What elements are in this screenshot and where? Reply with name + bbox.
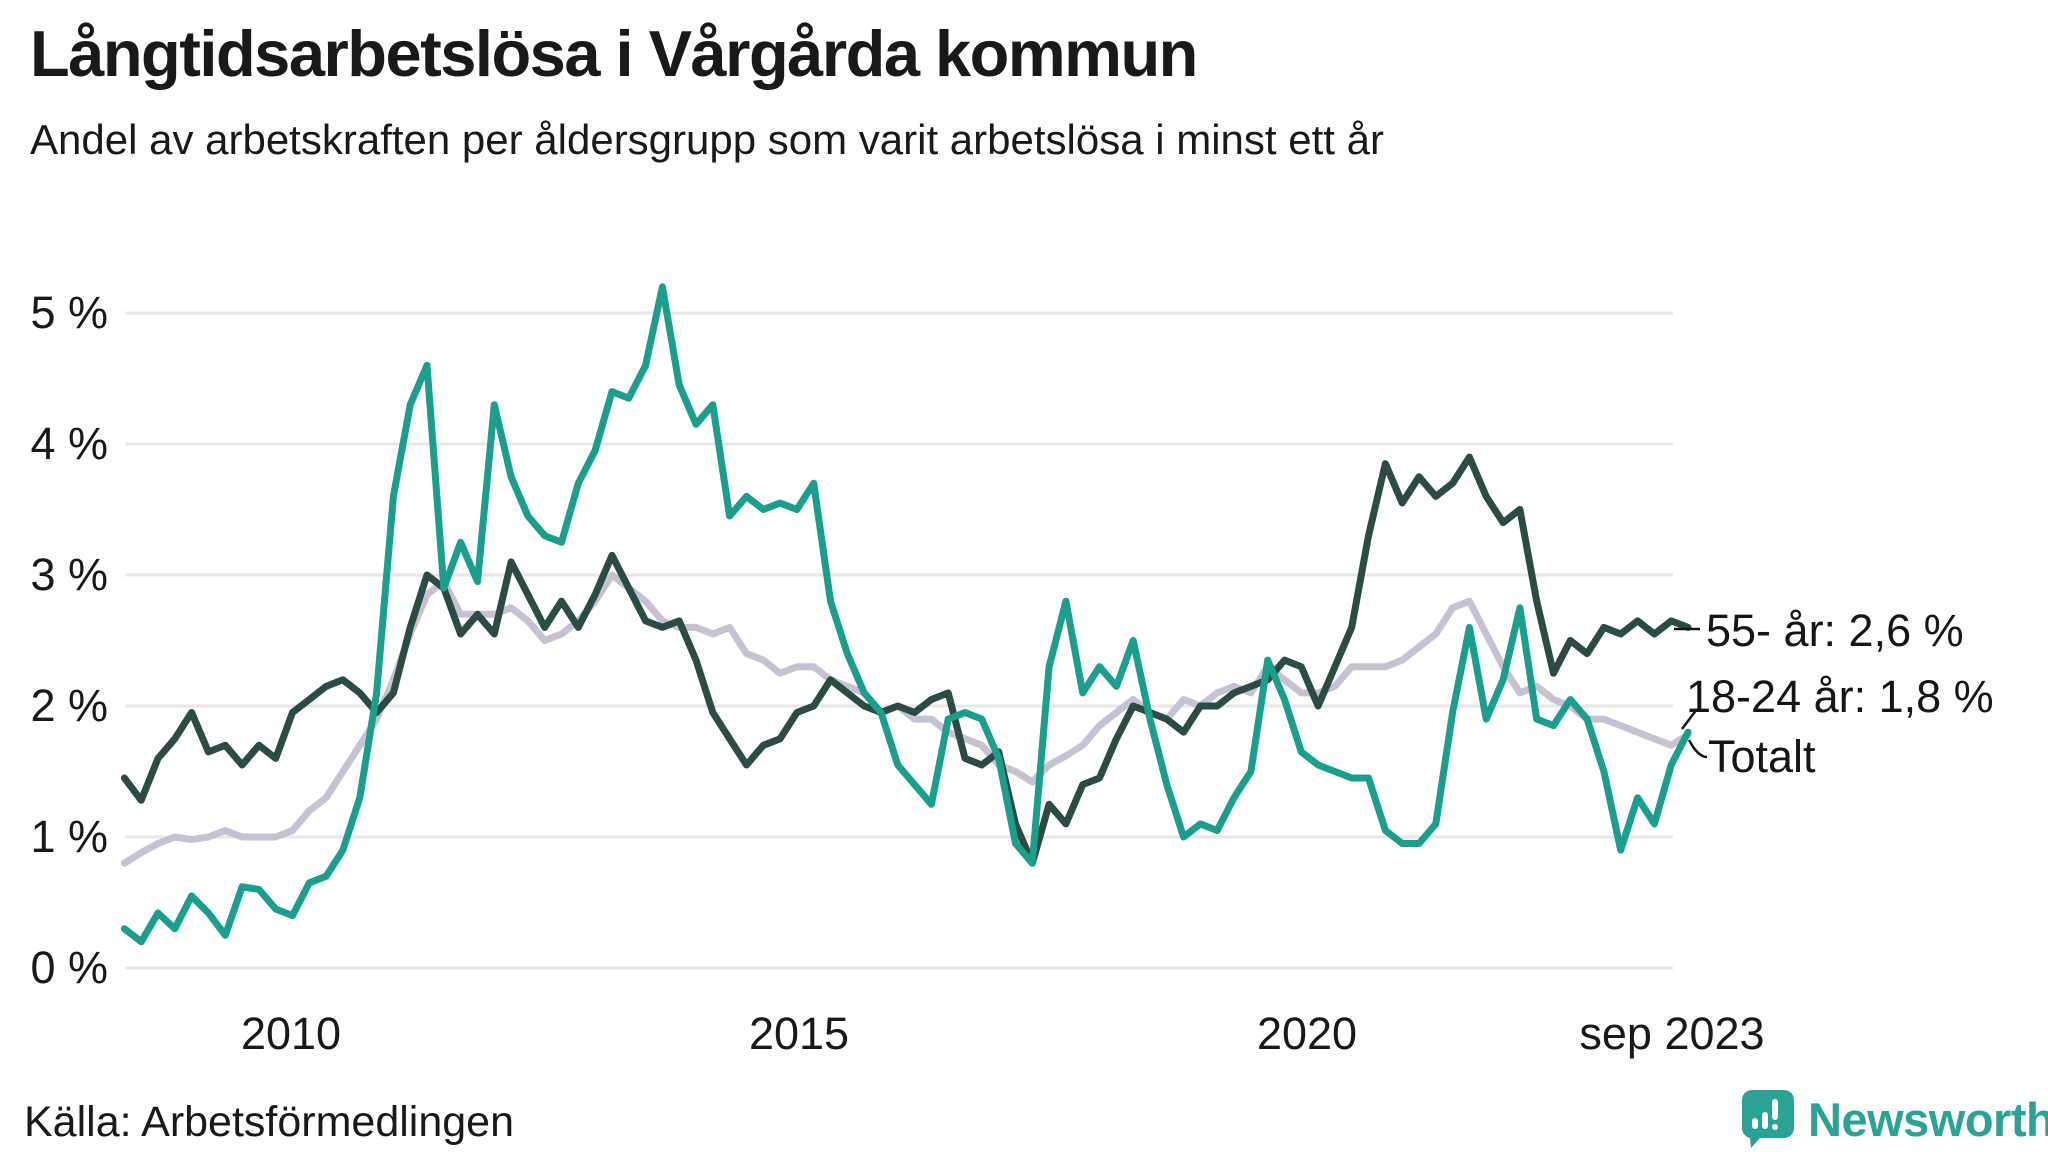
newsworthy-wordmark: Newsworthy [1808, 1092, 2048, 1146]
newsworthy-icon [1742, 1090, 1794, 1148]
gridlines [125, 311, 1673, 970]
annotation-55: 55- år: 2,6 % [1706, 605, 1964, 656]
series-line-18-24-r [120, 283, 1692, 946]
source-text: Källa: Arbetsförmedlingen [24, 1098, 515, 1146]
annotation-totalt: Totalt [1708, 731, 1816, 782]
annotation-connectors [1674, 627, 1708, 759]
x-tick-label: 2015 [748, 1008, 850, 1059]
x-tick-label: 2010 [240, 1008, 342, 1059]
page-title: Långtidsarbetslösa i Vårgårda kommun [30, 17, 1198, 90]
page-subtitle: Andel av arbetskraften per åldersgrupp s… [30, 116, 1384, 163]
x-tick-label: sep 2023 [1579, 1008, 1765, 1059]
series-lines [120, 283, 1692, 946]
series-line-55-r [120, 453, 1692, 867]
y-tick-label: 5 % [30, 287, 108, 338]
annotation-18-24: 18-24 år: 1,8 % [1686, 671, 1994, 722]
newsworthy-logo: Newsworthy [1742, 1090, 2048, 1148]
x-tick-label: 2020 [1256, 1008, 1358, 1059]
y-tick-label: 4 % [30, 418, 108, 469]
y-tick-label: 3 % [30, 549, 108, 600]
y-tick-label: 2 % [30, 680, 108, 731]
connector-totalt-icon [1687, 739, 1708, 759]
y-tick-label: 0 % [30, 942, 108, 993]
y-tick-label: 1 % [30, 811, 108, 862]
connector-18-24-icon [1681, 708, 1698, 730]
